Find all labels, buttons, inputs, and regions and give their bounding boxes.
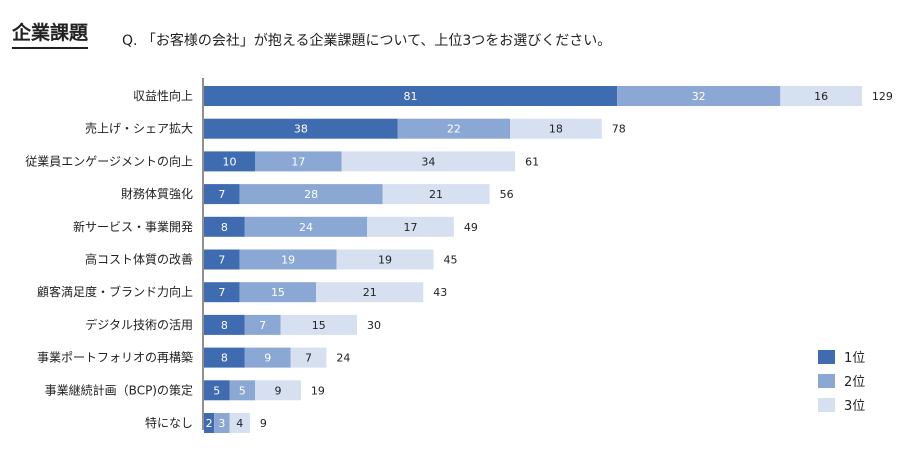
total-value-label: 61 [525, 155, 539, 168]
segment-value-label: 38 [294, 123, 308, 136]
segment-value-label: 3 [218, 417, 225, 430]
total-value-label: 45 [444, 254, 458, 267]
segment-value-label: 19 [281, 254, 295, 267]
bar-segment [244, 347, 291, 368]
category-label: 特になし [145, 415, 193, 430]
legend-label: 1位 [844, 351, 865, 366]
category-label: 従業員エンゲージメントの向上 [25, 153, 193, 168]
segment-value-label: 7 [218, 286, 225, 299]
bar-segment [204, 118, 398, 139]
segment-value-label: 32 [692, 90, 706, 103]
legend-swatch [818, 374, 835, 388]
bar-segment [382, 184, 490, 205]
segment-value-label: 21 [429, 188, 443, 201]
segment-value-label: 7 [218, 254, 225, 267]
bar-segment [204, 347, 245, 368]
legend-swatch [818, 398, 835, 412]
bar-segment [780, 86, 862, 106]
segment-value-label: 81 [404, 90, 418, 103]
bar-segment [214, 413, 230, 433]
segment-value-label: 17 [404, 221, 418, 234]
bar-segment [290, 347, 327, 368]
bar-segment [367, 216, 454, 237]
segment-value-label: 9 [264, 352, 271, 365]
total-value-label: 78 [612, 123, 626, 136]
bar-segment [255, 151, 342, 172]
segment-value-label: 28 [304, 188, 318, 201]
segment-value-label: 4 [236, 417, 243, 430]
segment-value-label: 21 [363, 286, 377, 299]
segment-value-label: 15 [312, 319, 326, 332]
bar-segment [617, 86, 781, 106]
total-value-label: 19 [311, 384, 325, 397]
segment-value-label: 7 [305, 352, 312, 365]
segment-value-label: 19 [378, 254, 392, 267]
segment-value-label: 18 [549, 123, 563, 136]
legend-label: 3位 [844, 399, 865, 414]
bar-segment [204, 184, 240, 205]
total-value-label: 129 [872, 90, 893, 103]
bar-segment [204, 413, 215, 433]
bar-segment [336, 249, 434, 270]
category-label: 顧客満足度・ブランド力向上 [37, 284, 193, 299]
segment-value-label: 8 [221, 319, 228, 332]
category-label: 新サービス・事業開発 [73, 219, 193, 234]
total-value-label: 30 [367, 319, 381, 332]
bar-segment [229, 380, 255, 401]
category-label: 売上げ・シェア拡大 [85, 121, 193, 136]
bar-segment [510, 118, 602, 139]
total-value-label: 24 [336, 352, 350, 365]
category-label: 財務体質強化 [121, 186, 193, 201]
total-value-label: 43 [433, 286, 447, 299]
segment-value-label: 34 [421, 155, 435, 168]
bar-segment [239, 282, 317, 303]
segment-value-label: 16 [814, 90, 828, 103]
bar-segment [204, 282, 240, 303]
bar-segment [316, 282, 424, 303]
bar-segment [244, 314, 281, 335]
bar-segment [244, 216, 368, 237]
segment-value-label: 22 [447, 123, 461, 136]
category-label: 事業ポートフォリオの再構築 [37, 350, 193, 365]
category-label: 高コスト体質の改善 [85, 252, 193, 267]
segment-value-label: 7 [259, 319, 266, 332]
segment-value-label: 10 [223, 155, 237, 168]
category-label: デジタル技術の活用 [85, 317, 193, 332]
legend-label: 2位 [844, 375, 865, 390]
segment-value-label: 24 [299, 221, 313, 234]
segment-value-label: 15 [271, 286, 285, 299]
bar-segment [280, 314, 357, 335]
segment-value-label: 5 [213, 384, 220, 397]
question-text: Q. 「お客様の会社」が抱える企業課題について、上位3つをお選びください。 [122, 33, 612, 49]
segment-value-label: 5 [239, 384, 246, 397]
bar-segment [255, 380, 301, 401]
segment-value-label: 8 [221, 352, 228, 365]
bar-segment [341, 151, 516, 172]
bar-segment [229, 413, 250, 433]
bar-segment [239, 249, 337, 270]
legend-swatch [818, 350, 835, 364]
category-label: 収益性向上 [133, 88, 193, 103]
segment-value-label: 8 [221, 221, 228, 234]
segment-value-label: 17 [291, 155, 305, 168]
segment-value-label: 7 [218, 188, 225, 201]
total-value-label: 49 [464, 221, 478, 234]
bar-segment [204, 86, 618, 106]
total-value-label: 9 [260, 417, 267, 430]
segment-value-label: 9 [274, 384, 281, 397]
bar-segment [239, 184, 383, 205]
section-title: 企業課題 [12, 22, 89, 49]
total-value-label: 56 [500, 188, 514, 201]
bar-segment [397, 118, 510, 139]
bar-segment [204, 151, 255, 172]
category-label: 事業継続計画（BCP)の策定 [45, 382, 193, 397]
bar-segment [204, 314, 245, 335]
bar-segment [204, 380, 230, 401]
bar-segment [204, 249, 240, 270]
segment-value-label: 2 [206, 417, 213, 430]
bar-segment [204, 216, 245, 237]
